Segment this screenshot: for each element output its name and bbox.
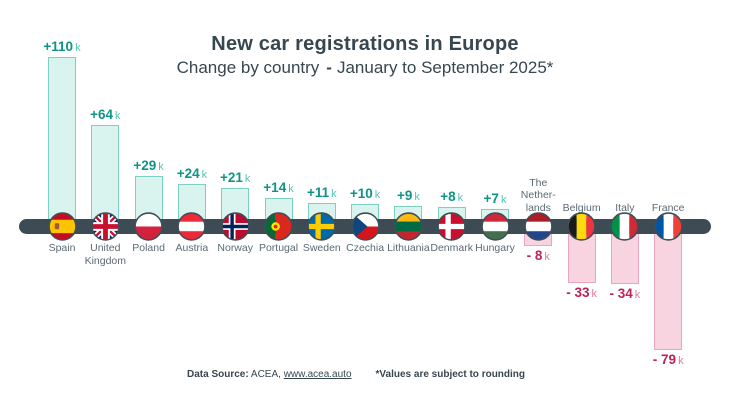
page-title: New car registrations in Europe xyxy=(211,33,519,55)
subtitle-dash: - xyxy=(326,58,332,77)
rounding-note: *Values are subject to rounding xyxy=(375,369,526,380)
value-label-poland: +29 k xyxy=(133,158,164,174)
subtitle-suffix: January to September 2025* xyxy=(336,58,554,77)
value-label-hungary: +7 k xyxy=(483,191,507,207)
denmark-flag-icon xyxy=(437,212,466,241)
country-label-belgium: Belgium xyxy=(562,201,601,214)
country-label-spain: Spain xyxy=(48,242,76,254)
footer: Data Source: ACEA, www.acea.auto *Values… xyxy=(0,369,712,380)
subtitle-prefix: Change by country xyxy=(176,58,320,77)
value-label-czechia: +10 k xyxy=(349,186,381,202)
united-kingdom-flag-icon xyxy=(91,212,120,241)
bar-spain xyxy=(48,57,76,226)
value-label-spain: +110 k xyxy=(43,39,81,55)
lithuania-flag-icon xyxy=(394,212,423,241)
value-label-lithuania: +9 k xyxy=(396,188,420,204)
country-label-lithuania: Lithuania xyxy=(387,242,430,254)
country-label-portugal: Portugal xyxy=(258,242,299,254)
data-source-label: Data Source: xyxy=(186,369,249,380)
value-label-denmark: +8 k xyxy=(440,189,464,205)
country-label-poland: Poland xyxy=(132,242,165,254)
austria-flag-icon xyxy=(177,212,207,241)
country-label-hungary: Hungary xyxy=(475,242,515,254)
country-label-united-kingdom: United Kingdom xyxy=(84,242,127,267)
country-label-denmark: Denmark xyxy=(430,242,473,254)
country-label-sweden: Sweden xyxy=(302,242,341,254)
value-label-norway: +21 k xyxy=(219,170,251,186)
belgium-flag-icon xyxy=(567,212,596,241)
page-subtitle: Change by country - January to September 2… xyxy=(0,58,730,78)
bar-united-kingdom xyxy=(91,125,120,226)
data-source-link[interactable]: www.acea.auto xyxy=(283,369,352,380)
czechia-flag-icon xyxy=(350,212,380,241)
norway-flag-icon xyxy=(220,212,250,241)
value-label-austria: +24 k xyxy=(176,166,208,182)
value-label-portugal: +14 k xyxy=(263,180,294,196)
poland-flag-icon xyxy=(134,212,163,241)
data-source-org: ACEA, xyxy=(250,369,281,380)
country-label-norway: Norway xyxy=(217,242,253,254)
italy-flag-icon xyxy=(610,212,640,241)
netherlands-flag-icon xyxy=(524,212,553,241)
value-label-sweden: +11 k xyxy=(306,185,337,201)
country-label-netherlands: The Nether-lands xyxy=(520,176,556,214)
value-label-united-kingdom: +64 k xyxy=(90,107,121,123)
hungary-flag-icon xyxy=(480,212,510,241)
bar-france xyxy=(654,226,683,350)
country-label-italy: Italy xyxy=(615,201,635,214)
country-label-austria: Austria xyxy=(175,242,209,254)
country-label-france: France xyxy=(651,201,685,214)
country-label-czechia: Czechia xyxy=(346,242,385,254)
value-label-france: - 79 k xyxy=(652,352,684,368)
sweden-flag-icon xyxy=(307,212,337,241)
portugal-flag-icon xyxy=(264,212,293,241)
france-flag-icon xyxy=(653,212,683,241)
spain-flag-icon xyxy=(47,212,77,241)
value-label-belgium: - 33 k xyxy=(566,285,597,301)
data-source: Data Source: ACEA, www.acea.auto xyxy=(187,369,352,380)
value-label-italy: - 34 k xyxy=(609,286,641,302)
